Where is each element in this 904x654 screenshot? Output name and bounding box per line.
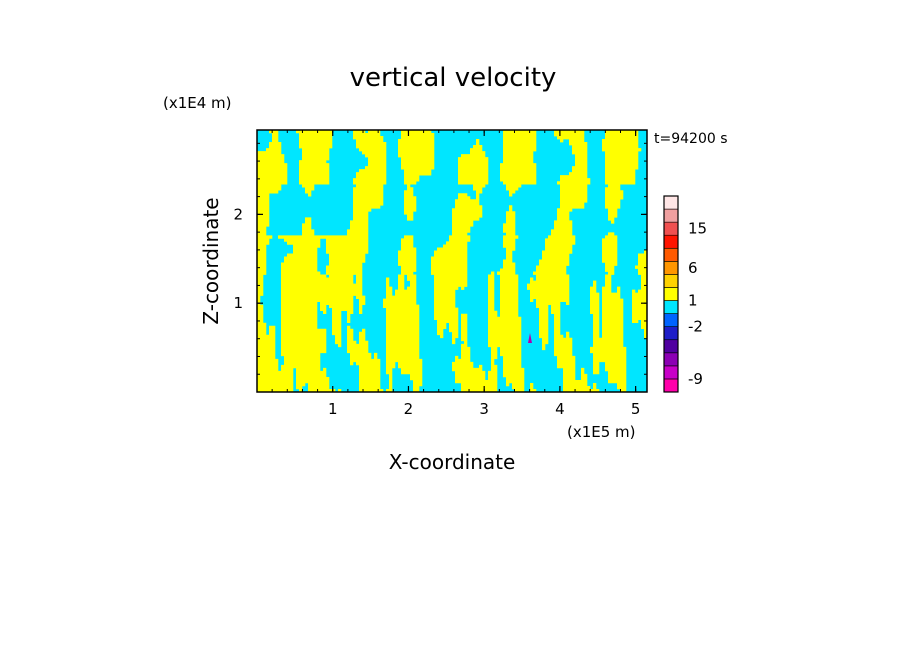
x-tick-label: 3 bbox=[479, 400, 489, 418]
chart-title: vertical velocity bbox=[350, 63, 557, 93]
colorbar-swatch bbox=[663, 234, 679, 249]
velocity-field bbox=[257, 130, 647, 392]
colorbar-tick-label: -2 bbox=[688, 318, 703, 336]
colorbar-swatch bbox=[663, 287, 679, 301]
y-multiplier-label: (x1E4 m) bbox=[163, 94, 232, 112]
colorbar-swatch bbox=[663, 221, 679, 236]
field-positive-region bbox=[257, 130, 647, 392]
x-tick-label: 2 bbox=[404, 400, 414, 418]
x-tick-label: 1 bbox=[328, 400, 338, 418]
colorbar-swatch bbox=[663, 339, 679, 354]
colorbar-tick-label: -9 bbox=[688, 370, 703, 388]
colorbar-swatch bbox=[663, 274, 679, 288]
x-tick-label: 5 bbox=[631, 400, 641, 418]
colorbar-frame bbox=[663, 195, 679, 393]
y-tick-label: 2 bbox=[233, 205, 243, 223]
colorbar-swatch bbox=[663, 365, 679, 380]
axes: 1 2 3 4 5 1 2 bbox=[233, 130, 647, 418]
y-tick-label: 1 bbox=[233, 294, 243, 312]
field-extreme-spot bbox=[528, 333, 532, 343]
y-axis-label: Z-coordinate bbox=[199, 197, 223, 324]
colorbar: -9 -2 1 6 15 bbox=[663, 195, 707, 393]
x-multiplier-label: (x1E5 m) bbox=[567, 423, 636, 441]
colorbar-swatch bbox=[663, 247, 679, 262]
colorbar-swatch bbox=[663, 352, 679, 367]
x-axis-label: X-coordinate bbox=[389, 450, 516, 474]
colorbar-swatch bbox=[663, 261, 679, 275]
colorbar-swatch bbox=[663, 378, 679, 393]
colorbar-tick-label: 15 bbox=[688, 220, 707, 238]
colorbar-swatch bbox=[663, 195, 679, 210]
colorbar-tick-label: 1 bbox=[688, 292, 698, 310]
time-label: t=94200 s bbox=[654, 131, 728, 147]
colorbar-swatch bbox=[663, 313, 679, 327]
colorbar-tick-label: 6 bbox=[688, 259, 698, 277]
colorbar-swatch bbox=[663, 208, 679, 223]
colorbar-swatch bbox=[663, 326, 679, 341]
plot-frame bbox=[256, 129, 648, 393]
colorbar-swatch bbox=[663, 300, 679, 314]
x-tick-label: 4 bbox=[555, 400, 565, 418]
